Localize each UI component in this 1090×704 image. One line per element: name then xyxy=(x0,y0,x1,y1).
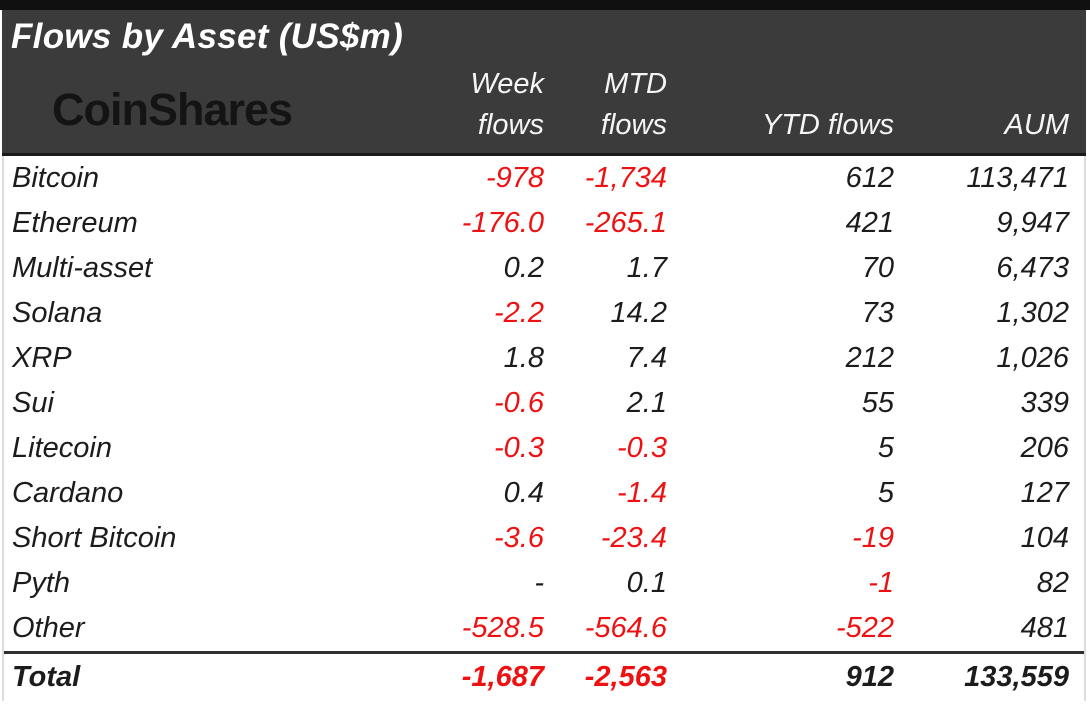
ytd-flows-cell: 612 xyxy=(845,162,894,194)
aum-cell: 1,026 xyxy=(996,342,1069,374)
ytd-flows-cell: 73 xyxy=(861,297,894,329)
flows-by-asset-table: Flows by Asset (US$m) CoinShares Week fl… xyxy=(2,10,1086,701)
mtd-flows-cell: -1,734 xyxy=(584,162,667,194)
top-black-bar xyxy=(0,0,1090,10)
ytd-flows-cell: 421 xyxy=(845,207,894,239)
table-row: Pyth - 0.1 -1 82 xyxy=(4,561,1084,606)
ytd-flows-cell: -19 xyxy=(852,522,894,554)
asset-name-cell: Bitcoin xyxy=(12,162,100,194)
table-title: Flows by Asset (US$m) xyxy=(11,17,404,56)
aum-cell: 481 xyxy=(1020,612,1069,644)
aum-cell: 6,473 xyxy=(996,252,1069,284)
mtd-flows-cell: 14.2 xyxy=(610,297,667,329)
total-ytd-flows-cell: 912 xyxy=(845,661,894,693)
table-row: Sui -0.6 2.1 55 339 xyxy=(4,381,1084,426)
week-flows-cell: -2.2 xyxy=(494,297,544,329)
mtd-flows-cell: -0.3 xyxy=(617,432,667,464)
week-flows-cell: -0.3 xyxy=(494,432,544,464)
asset-name-cell: Short Bitcoin xyxy=(12,522,177,554)
asset-name-cell: Solana xyxy=(12,297,103,329)
week-flows-cell: - xyxy=(534,567,544,599)
mtd-flows-cell: 0.1 xyxy=(626,567,667,599)
asset-name-cell: XRP xyxy=(12,342,72,374)
asset-name-cell: Pyth xyxy=(12,567,71,599)
logo-cell: CoinShares xyxy=(2,87,434,153)
aum-cell: 127 xyxy=(1020,477,1069,509)
ytd-flows-cell: 55 xyxy=(861,387,894,419)
column-header-ytd-flows: YTD flows xyxy=(761,109,894,141)
total-mtd-flows-cell: -2,563 xyxy=(584,661,667,693)
total-week-flows-cell: -1,687 xyxy=(461,661,544,693)
aum-cell: 113,471 xyxy=(966,162,1069,194)
mtd-flows-cell: 1.7 xyxy=(626,252,667,284)
asset-name-cell: Ethereum xyxy=(12,207,138,239)
aum-cell: 82 xyxy=(1036,567,1069,599)
mtd-flows-cell: 7.4 xyxy=(626,342,667,374)
table-body: Bitcoin -978 -1,734 612 113,471 Ethereum… xyxy=(2,156,1086,701)
ytd-flows-cell: 5 xyxy=(877,477,894,509)
total-label-cell: Total xyxy=(12,661,81,693)
total-row: Total -1,687 -2,563 912 133,559 xyxy=(4,651,1084,701)
aum-cell: 339 xyxy=(1020,387,1069,419)
table-row: Other -528.5 -564.6 -522 481 xyxy=(4,606,1084,651)
table-row: Short Bitcoin -3.6 -23.4 -19 104 xyxy=(4,516,1084,561)
table-row: XRP 1.8 7.4 212 1,026 xyxy=(4,336,1084,381)
week-flows-cell: -176.0 xyxy=(461,207,544,239)
ytd-flows-cell: 5 xyxy=(877,432,894,464)
week-flows-cell: -3.6 xyxy=(494,522,544,554)
table-row: Litecoin -0.3 -0.3 5 206 xyxy=(4,426,1084,471)
table-row: Multi-asset 0.2 1.7 70 6,473 xyxy=(4,246,1084,291)
aum-cell: 206 xyxy=(1020,432,1069,464)
week-flows-cell: 1.8 xyxy=(503,342,544,374)
ytd-flows-cell: 212 xyxy=(845,342,894,374)
coinshares-logo: CoinShares xyxy=(52,84,293,135)
week-flows-cell: 0.4 xyxy=(503,477,544,509)
asset-name-cell: Other xyxy=(12,612,85,644)
column-header-mtd-flows: MTD flows xyxy=(600,68,667,141)
total-aum-cell: 133,559 xyxy=(964,661,1069,693)
asset-name-cell: Sui xyxy=(12,387,54,419)
mtd-flows-cell: -265.1 xyxy=(584,207,667,239)
week-flows-cell: -978 xyxy=(485,162,544,194)
ytd-flows-cell: -1 xyxy=(868,567,894,599)
table-header: Flows by Asset (US$m) CoinShares Week fl… xyxy=(2,10,1086,156)
week-flows-cell: -0.6 xyxy=(494,387,544,419)
table-row: Cardano 0.4 -1.4 5 127 xyxy=(4,471,1084,516)
table-row: Ethereum -176.0 -265.1 421 9,947 xyxy=(4,201,1084,246)
table-row: Solana -2.2 14.2 73 1,302 xyxy=(4,291,1084,336)
aum-cell: 104 xyxy=(1020,522,1069,554)
mtd-flows-cell: 2.1 xyxy=(626,387,667,419)
asset-name-cell: Multi-asset xyxy=(12,252,153,284)
aum-cell: 9,947 xyxy=(996,207,1069,239)
asset-name-cell: Litecoin xyxy=(12,432,112,464)
ytd-flows-cell: -522 xyxy=(835,612,894,644)
aum-cell: 1,302 xyxy=(996,297,1069,329)
mtd-flows-cell: -1.4 xyxy=(617,477,667,509)
column-header-aum: AUM xyxy=(1004,109,1069,141)
table-row: Bitcoin -978 -1,734 612 113,471 xyxy=(4,156,1084,201)
asset-name-cell: Cardano xyxy=(12,477,124,509)
week-flows-cell: 0.2 xyxy=(503,252,544,284)
mtd-flows-cell: -564.6 xyxy=(584,612,667,644)
mtd-flows-cell: -23.4 xyxy=(600,522,667,554)
column-header-week-flows: Week flows xyxy=(470,68,544,141)
header-columns-row: CoinShares Week flows MTD flows YTD flow… xyxy=(2,64,1086,153)
week-flows-cell: -528.5 xyxy=(461,612,544,644)
ytd-flows-cell: 70 xyxy=(861,252,894,284)
